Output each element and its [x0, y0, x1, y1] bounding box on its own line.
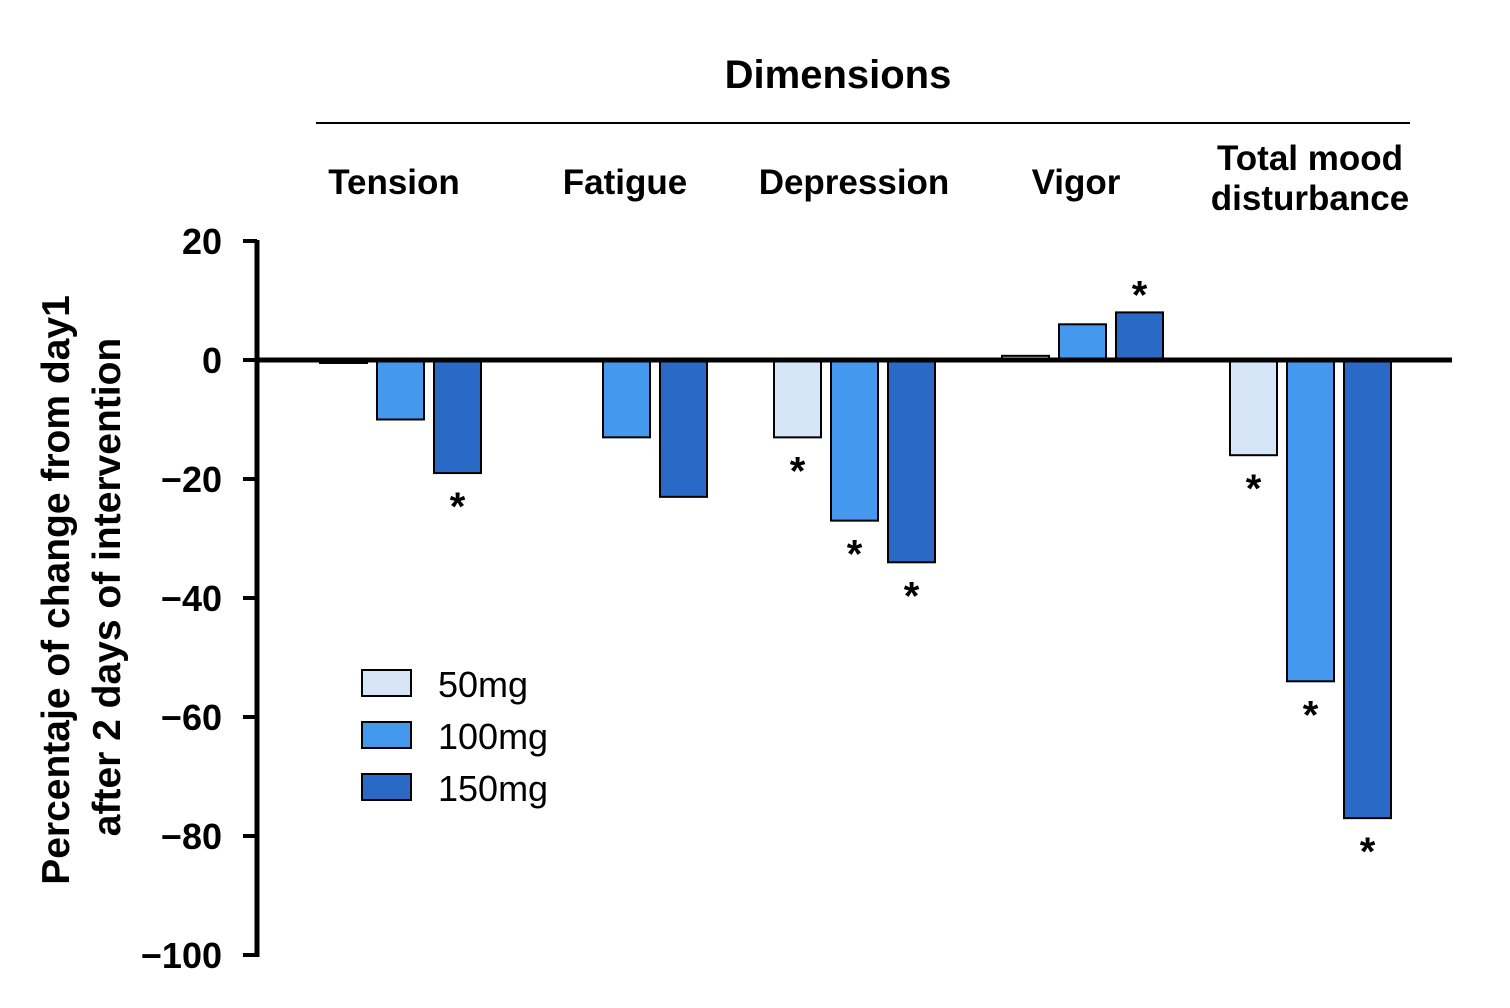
category-label: Fatigue [563, 163, 687, 202]
significance-marker: * [1132, 273, 1148, 317]
legend-label: 100mg [438, 716, 548, 757]
category-labels: Tension Fatigue Depression Vigor Total moodd… [328, 139, 1409, 218]
legend-swatch [361, 773, 412, 801]
y-axis-label-line2: after 2 days of intervention [86, 338, 129, 836]
y-tick-label: 0 [202, 340, 222, 381]
significance-marker: * [847, 533, 863, 577]
bar [830, 359, 879, 522]
bar [1343, 359, 1392, 820]
y-tick-label: −60 [161, 697, 222, 738]
y-tick-label: −20 [161, 459, 222, 500]
category-label: Vigor [1032, 163, 1121, 202]
bar [433, 359, 482, 475]
y-tick-label: −40 [161, 578, 222, 619]
y-tick-label: −100 [141, 935, 222, 976]
legend: 50mg 100mg 150mg [361, 664, 548, 809]
bar [1229, 359, 1278, 457]
significance-marker: * [790, 449, 806, 493]
significance-marker: * [450, 485, 466, 529]
category-label: Tension [328, 163, 460, 202]
bar [1058, 323, 1107, 361]
significance-marker: * [1303, 693, 1319, 737]
y-axis-label-line1: Percentaje of change from day1 [35, 295, 78, 885]
bar [1286, 359, 1335, 683]
y-tick-label: 20 [182, 221, 222, 262]
bar [773, 359, 822, 439]
category-label: Depression [759, 163, 950, 202]
legend-label: 50mg [438, 664, 528, 705]
y-tick-label: −80 [161, 816, 222, 857]
category-label: Total mood [1217, 139, 1403, 178]
legend-swatch [361, 721, 412, 749]
significance-marker: * [904, 574, 920, 618]
bars [319, 311, 1392, 820]
bar [376, 359, 425, 421]
category-label: disturbance [1211, 179, 1409, 218]
legend-swatch [361, 669, 412, 697]
significance-markers: * * * * * * * * [450, 273, 1376, 874]
significance-marker: * [1246, 467, 1262, 511]
bar [1115, 311, 1164, 361]
bar [659, 359, 708, 498]
legend-label: 150mg [438, 768, 548, 809]
significance-marker: * [1360, 830, 1376, 874]
y-axis: 20 0 −20 −40 −60 −80 −100 [141, 221, 260, 976]
bar [887, 359, 936, 564]
chart-title: Dimensions [725, 53, 952, 97]
bar [602, 359, 651, 439]
